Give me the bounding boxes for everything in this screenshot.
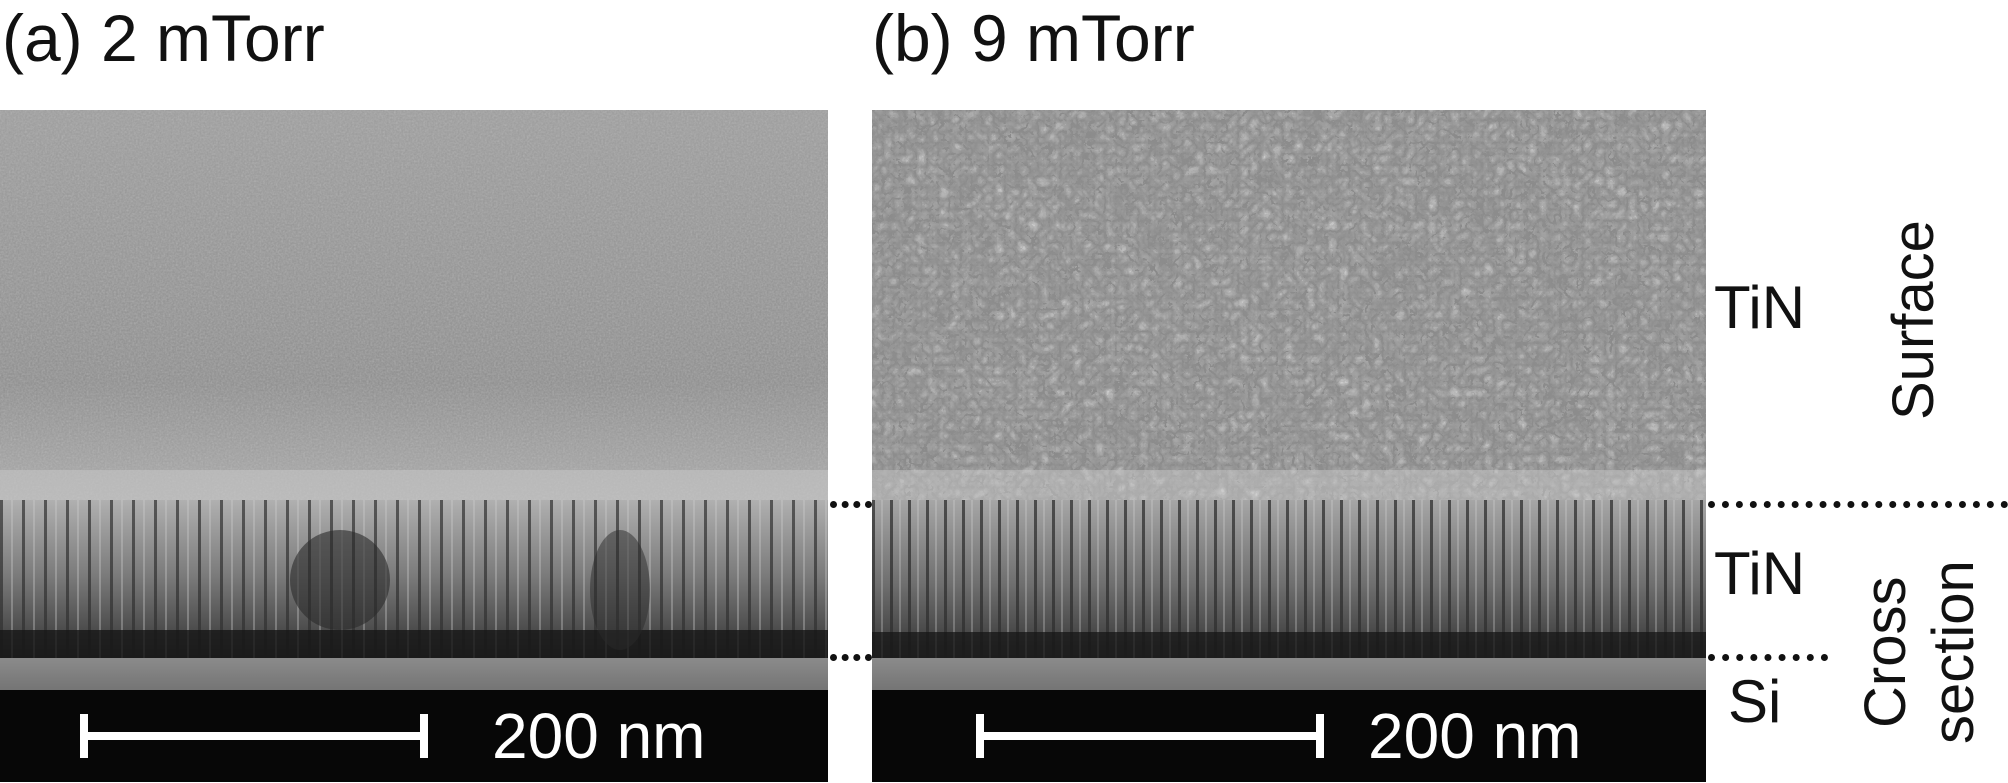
sem-image-a: 200 nm	[0, 110, 828, 782]
panel-a-title: (a) 2 mTorr	[2, 1, 325, 75]
scalebar-a-label: 200 nm	[492, 700, 706, 772]
scalebar-b-right-cap	[1316, 714, 1324, 758]
boundary-line-substrate-a	[830, 654, 872, 661]
cross-section-region-a	[0, 500, 828, 670]
panel-b-title: (b) 9 mTorr	[872, 1, 1195, 75]
surface-region-b	[872, 110, 1706, 500]
label-surface-tin: TiN	[1714, 274, 1806, 341]
label-surface-region: Surface	[1881, 220, 1946, 420]
label-cross-region-line1: Cross	[1853, 576, 1918, 728]
sem-image-b: 200 nm	[872, 110, 1706, 782]
boundary-line-substrate-b	[1708, 654, 1828, 661]
scalebar-a-right-cap	[420, 714, 428, 758]
label-cross-region-line2: section	[1921, 560, 1986, 744]
surface-region-a	[0, 110, 828, 500]
scalebar-b-label: 200 nm	[1368, 700, 1582, 772]
boundary-line-surface-a	[830, 501, 872, 508]
label-si: Si	[1728, 668, 1782, 735]
scalebar-b: 200 nm	[872, 690, 1706, 782]
label-cross-tin: TiN	[1714, 540, 1806, 607]
scalebar-a: 200 nm	[0, 690, 828, 782]
scalebar-a-line	[80, 732, 428, 740]
boundary-line-surface-b	[1708, 501, 2008, 508]
cross-section-region-b	[872, 500, 1706, 670]
scalebar-b-line	[976, 732, 1324, 740]
